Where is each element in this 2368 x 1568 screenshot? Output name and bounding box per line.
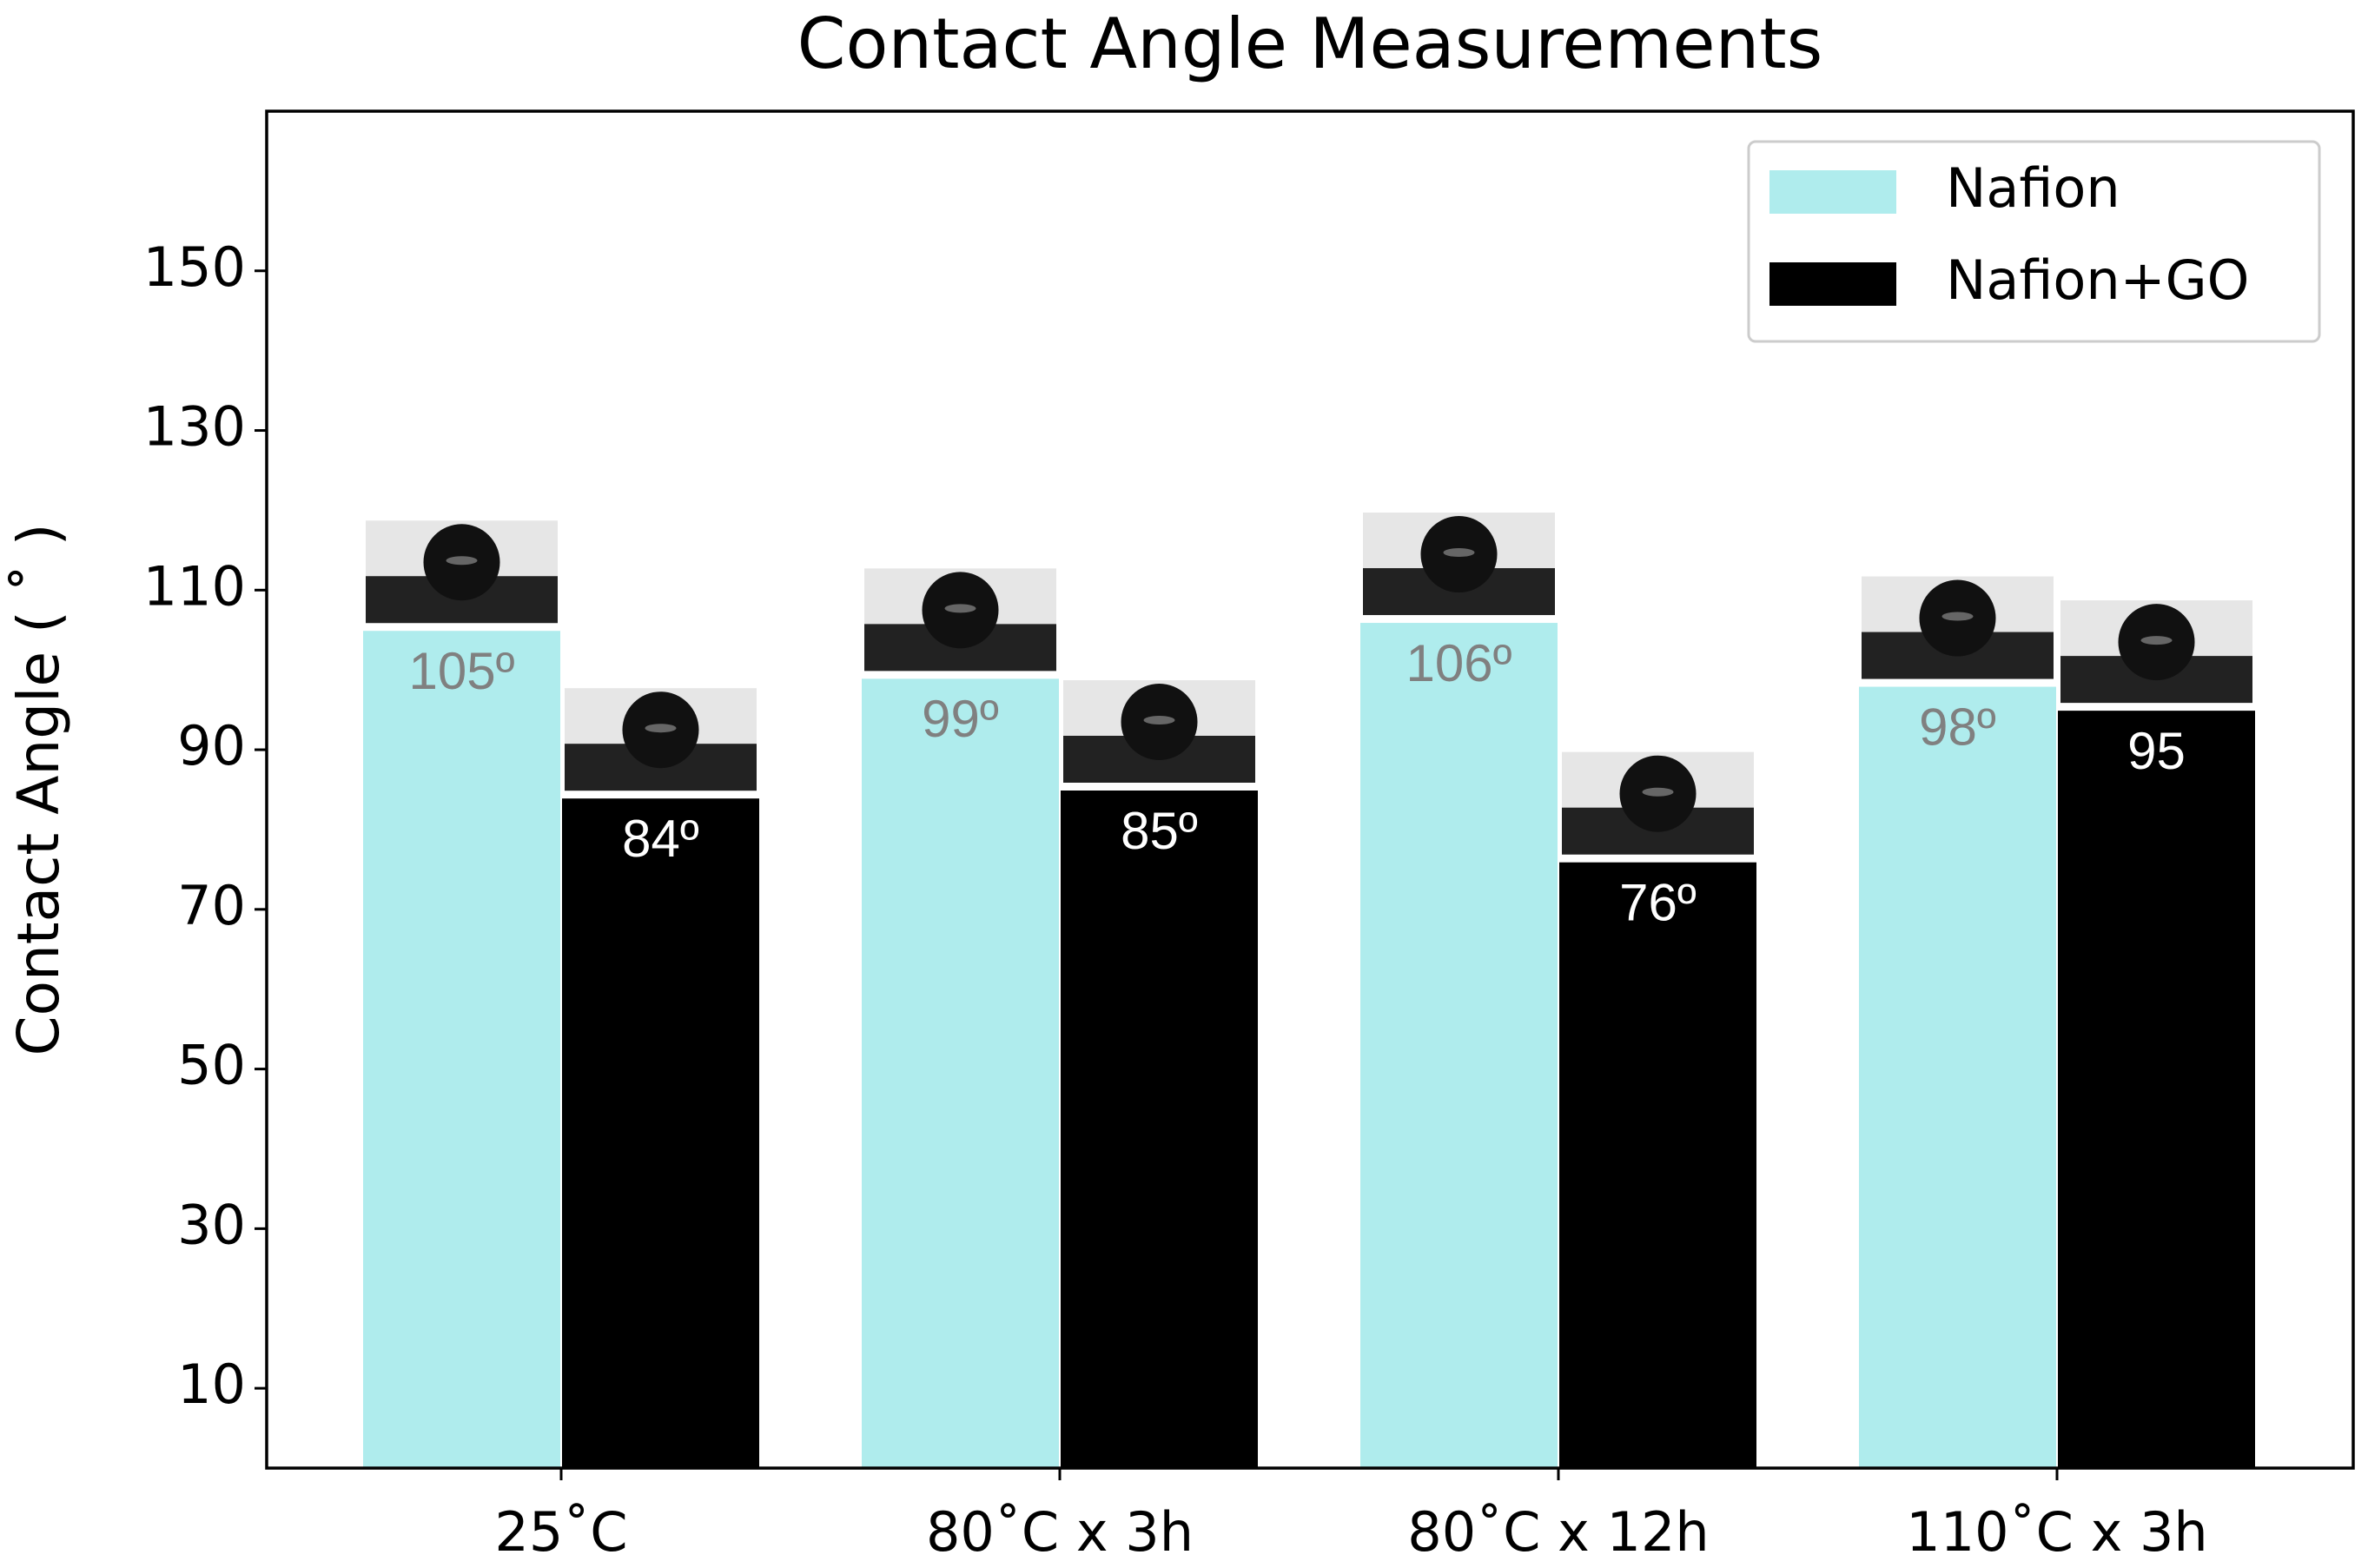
x-tick-label: 25˚C [494,1500,627,1564]
droplet-highlight [1941,612,1974,621]
chart-title: Contact Angle Measurements [797,3,1823,84]
droplet-highlight [446,556,478,566]
droplet-highlight [645,724,677,733]
legend-swatch [1769,262,1896,306]
droplet-image [2060,600,2252,704]
y-tick-label: 150 [143,235,246,299]
bar [1059,789,1260,1469]
legend: Nafion Nafion+GO [1747,140,2321,343]
legend-swatch [1769,170,1896,214]
bar [2056,709,2257,1469]
droplet-highlight [1642,787,1674,797]
bar [860,677,1061,1469]
bar [1359,621,1559,1469]
droplet-image [565,688,757,791]
legend-label: Nafion [1946,156,2120,220]
axes-frame [265,109,2355,1470]
droplet-image [366,520,558,624]
value-label: 98º [1919,698,1996,756]
y-tick-label: 130 [143,395,246,459]
plot-area: 10 30 50 70 90 110 130 150 25˚C 105º 84º 80˚C x 3h 9… [143,235,2257,1564]
value-label: 95 [2127,722,2186,780]
droplet-highlight [1443,548,1475,558]
value-label: 76º [1619,874,1697,932]
droplet-highlight [944,604,976,613]
y-tick-label: 10 [177,1353,246,1416]
droplet-highlight [1143,716,1175,724]
bar [361,629,562,1469]
value-label: 99º [922,690,999,748]
y-tick-label: 110 [143,554,246,618]
bar [1857,685,2058,1469]
x-tick-label: 80˚C x 12h [1407,1500,1709,1564]
legend-label: Nafion+GO [1946,248,2249,312]
droplet-image [1562,751,1754,855]
bar [560,797,761,1469]
y-tick-label: 90 [177,714,246,777]
y-tick-label: 70 [177,874,246,937]
x-tick-label: 110˚C x 3h [1906,1500,2207,1564]
x-tick-label: 80˚C x 3h [926,1500,1194,1564]
y-axis-label: Contact Angle ( ˚ ) [5,523,72,1055]
value-label: 105º [408,642,514,700]
y-tick-label: 30 [177,1193,246,1256]
droplet-highlight [2140,636,2173,645]
value-label: 84º [622,810,699,868]
droplet-image [1363,513,1555,616]
droplet-image [1063,680,1255,783]
y-tick-label: 50 [177,1034,246,1097]
bar [1558,860,1758,1469]
value-label: 85º [1121,802,1198,860]
droplet-image [864,568,1056,672]
value-label: 106º [1406,634,1511,692]
droplet-image [1862,576,2054,679]
